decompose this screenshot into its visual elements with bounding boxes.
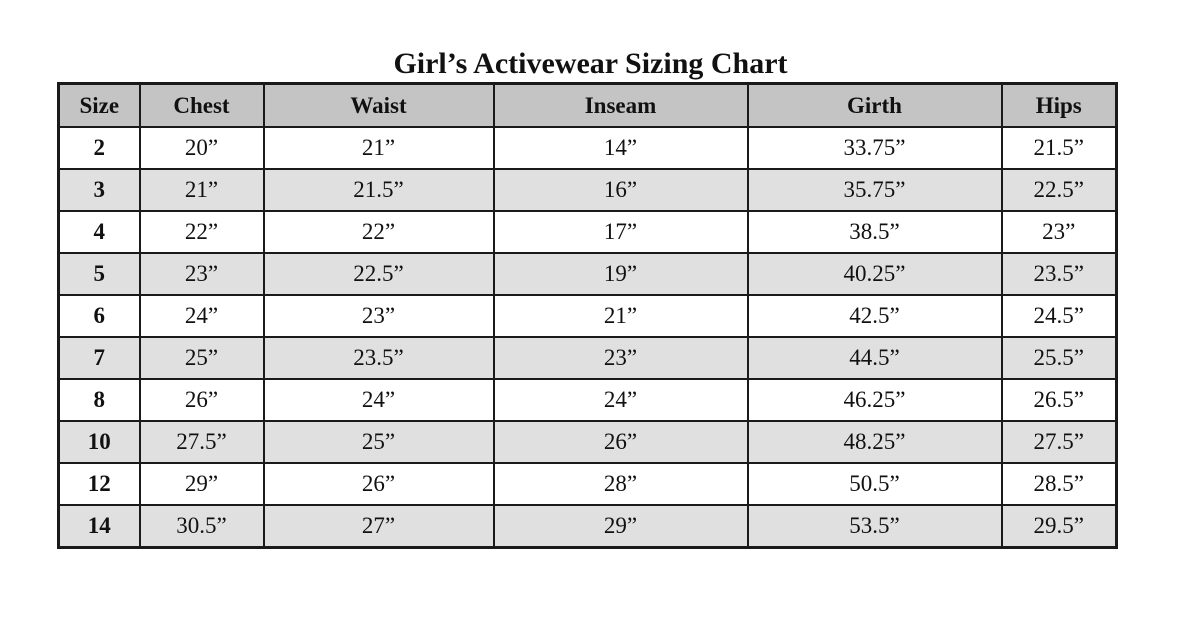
cell-chest: 30.5” xyxy=(138,504,265,549)
column-header-chest: Chest xyxy=(138,82,265,128)
cell-chest: 29” xyxy=(138,462,265,506)
cell-girth: 42.5” xyxy=(746,294,1003,338)
cell-inseam: 28” xyxy=(492,462,749,506)
sizing-table: Size Chest Waist Inseam Girth Hips 2 20” 2… xyxy=(57,82,1118,549)
cell-waist: 27” xyxy=(262,504,495,549)
chart-title: Girl’s Activewear Sizing Chart xyxy=(393,47,788,80)
table-row: 10 27.5” 25” 26” 48.25” 27.5” xyxy=(57,420,1118,464)
cell-size: 12 xyxy=(57,462,141,506)
cell-hips: 26.5” xyxy=(1000,378,1118,422)
cell-size: 6 xyxy=(57,294,141,338)
cell-girth: 33.75” xyxy=(746,126,1003,170)
cell-girth: 35.75” xyxy=(746,168,1003,212)
table-row: 7 25” 23.5” 23” 44.5” 25.5” xyxy=(57,336,1118,380)
table-row: 4 22” 22” 17” 38.5” 23” xyxy=(57,210,1118,254)
cell-chest: 24” xyxy=(138,294,265,338)
cell-chest: 27.5” xyxy=(138,420,265,464)
cell-waist: 25” xyxy=(262,420,495,464)
column-header-inseam: Inseam xyxy=(492,82,749,128)
cell-girth: 46.25” xyxy=(746,378,1003,422)
cell-girth: 40.25” xyxy=(746,252,1003,296)
cell-hips: 22.5” xyxy=(1000,168,1118,212)
cell-hips: 28.5” xyxy=(1000,462,1118,506)
cell-hips: 21.5” xyxy=(1000,126,1118,170)
cell-girth: 50.5” xyxy=(746,462,1003,506)
cell-waist: 21.5” xyxy=(262,168,495,212)
cell-hips: 23” xyxy=(1000,210,1118,254)
cell-girth: 48.25” xyxy=(746,420,1003,464)
cell-size: 7 xyxy=(57,336,141,380)
cell-chest: 20” xyxy=(138,126,265,170)
cell-size: 10 xyxy=(57,420,141,464)
cell-hips: 27.5” xyxy=(1000,420,1118,464)
table-row: 14 30.5” 27” 29” 53.5” 29.5” xyxy=(57,504,1118,549)
column-header-hips: Hips xyxy=(1000,82,1118,128)
table-body: 2 20” 21” 14” 33.75” 21.5” 3 21” 21.5” 16” 35.75” 2… xyxy=(57,126,1118,549)
cell-inseam: 14” xyxy=(492,126,749,170)
cell-inseam: 24” xyxy=(492,378,749,422)
cell-size: 2 xyxy=(57,126,141,170)
cell-inseam: 19” xyxy=(492,252,749,296)
cell-waist: 22.5” xyxy=(262,252,495,296)
cell-girth: 38.5” xyxy=(746,210,1003,254)
cell-size: 14 xyxy=(57,504,141,549)
header-row: Size Chest Waist Inseam Girth Hips xyxy=(57,82,1118,128)
column-header-girth: Girth xyxy=(746,82,1003,128)
cell-hips: 29.5” xyxy=(1000,504,1118,549)
cell-inseam: 23” xyxy=(492,336,749,380)
cell-inseam: 16” xyxy=(492,168,749,212)
cell-waist: 24” xyxy=(262,378,495,422)
table-row: 6 24” 23” 21” 42.5” 24.5” xyxy=(57,294,1118,338)
table-row: 3 21” 21.5” 16” 35.75” 22.5” xyxy=(57,168,1118,212)
cell-chest: 21” xyxy=(138,168,265,212)
cell-girth: 53.5” xyxy=(746,504,1003,549)
table-row: 12 29” 26” 28” 50.5” 28.5” xyxy=(57,462,1118,506)
column-header-waist: Waist xyxy=(262,82,495,128)
table-row: 8 26” 24” 24” 46.25” 26.5” xyxy=(57,378,1118,422)
cell-waist: 22” xyxy=(262,210,495,254)
cell-hips: 24.5” xyxy=(1000,294,1118,338)
cell-inseam: 26” xyxy=(492,420,749,464)
cell-size: 4 xyxy=(57,210,141,254)
cell-size: 3 xyxy=(57,168,141,212)
cell-chest: 22” xyxy=(138,210,265,254)
cell-hips: 23.5” xyxy=(1000,252,1118,296)
cell-waist: 21” xyxy=(262,126,495,170)
cell-waist: 26” xyxy=(262,462,495,506)
cell-chest: 23” xyxy=(138,252,265,296)
cell-girth: 44.5” xyxy=(746,336,1003,380)
column-header-size: Size xyxy=(57,82,141,128)
cell-inseam: 17” xyxy=(492,210,749,254)
cell-inseam: 29” xyxy=(492,504,749,549)
cell-waist: 23” xyxy=(262,294,495,338)
cell-size: 8 xyxy=(57,378,141,422)
cell-chest: 25” xyxy=(138,336,265,380)
cell-waist: 23.5” xyxy=(262,336,495,380)
table-row: 2 20” 21” 14” 33.75” 21.5” xyxy=(57,126,1118,170)
table-row: 5 23” 22.5” 19” 40.25” 23.5” xyxy=(57,252,1118,296)
cell-size: 5 xyxy=(57,252,141,296)
cell-hips: 25.5” xyxy=(1000,336,1118,380)
cell-inseam: 21” xyxy=(492,294,749,338)
cell-chest: 26” xyxy=(138,378,265,422)
